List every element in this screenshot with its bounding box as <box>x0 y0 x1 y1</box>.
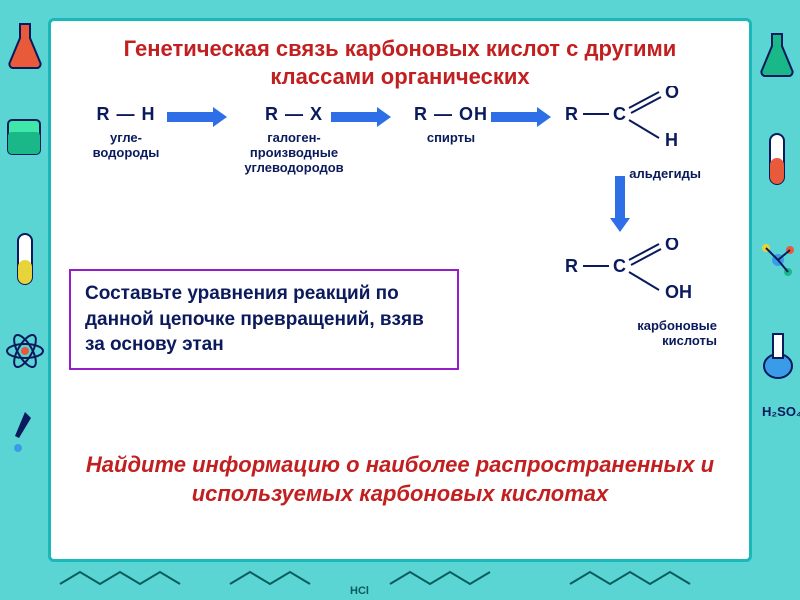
flask-icon <box>6 20 44 70</box>
flask-icon <box>760 330 796 380</box>
node-hydrocarbon: R — H угле- водороды <box>81 104 171 161</box>
arrow-icon <box>491 110 551 124</box>
svg-text:C: C <box>613 104 626 124</box>
svg-text:C: C <box>613 256 626 276</box>
flask-icon <box>758 30 796 78</box>
label: угле- водороды <box>81 131 171 161</box>
task-instruction-box: Составьте уравнения реакций по данной це… <box>69 269 459 370</box>
testtube-icon <box>760 130 794 190</box>
beaker-icon <box>2 110 46 160</box>
acid-structure-icon: R C O OH <box>561 238 721 308</box>
molecule-strip-icon: HCl <box>50 564 750 598</box>
node-carboxylic-acid: R C O OH карбоновые кислоты <box>561 238 721 349</box>
footer-instruction: Найдите информацию о наиболее распростра… <box>51 451 749 508</box>
slide-title: Генетическая связь карбоновых кислот с д… <box>71 35 729 90</box>
svg-text:O: O <box>665 238 679 254</box>
node-alcohol: R — OH спирты <box>406 104 496 146</box>
aldehyde-structure-icon: R C O H <box>561 86 711 156</box>
dropper-icon <box>8 410 42 454</box>
arrow-down-icon <box>613 176 627 232</box>
svg-text:R: R <box>565 256 578 276</box>
label: галоген- производные углеводородов <box>229 131 359 176</box>
arrow-icon <box>167 110 227 124</box>
svg-text:HCl: HCl <box>350 585 369 597</box>
h2so4-label: H₂SO₄ <box>762 404 800 419</box>
label: карбоновые кислоты <box>561 319 721 349</box>
formula: R — H <box>81 104 171 125</box>
label: альдегиды <box>561 167 711 182</box>
content-card: Генетическая связь карбоновых кислот с д… <box>48 18 752 562</box>
svg-text:O: O <box>665 86 679 102</box>
formula: R — OH <box>406 104 496 125</box>
arrow-icon <box>331 110 391 124</box>
label: спирты <box>406 131 496 146</box>
molecule-icon <box>758 240 798 280</box>
svg-text:H: H <box>665 130 678 150</box>
testtube-icon <box>8 230 42 290</box>
node-aldehyde: R C O H альдегиды <box>561 86 711 182</box>
atom-icon <box>4 330 46 372</box>
svg-text:OH: OH <box>665 282 692 302</box>
svg-text:R: R <box>565 104 578 124</box>
